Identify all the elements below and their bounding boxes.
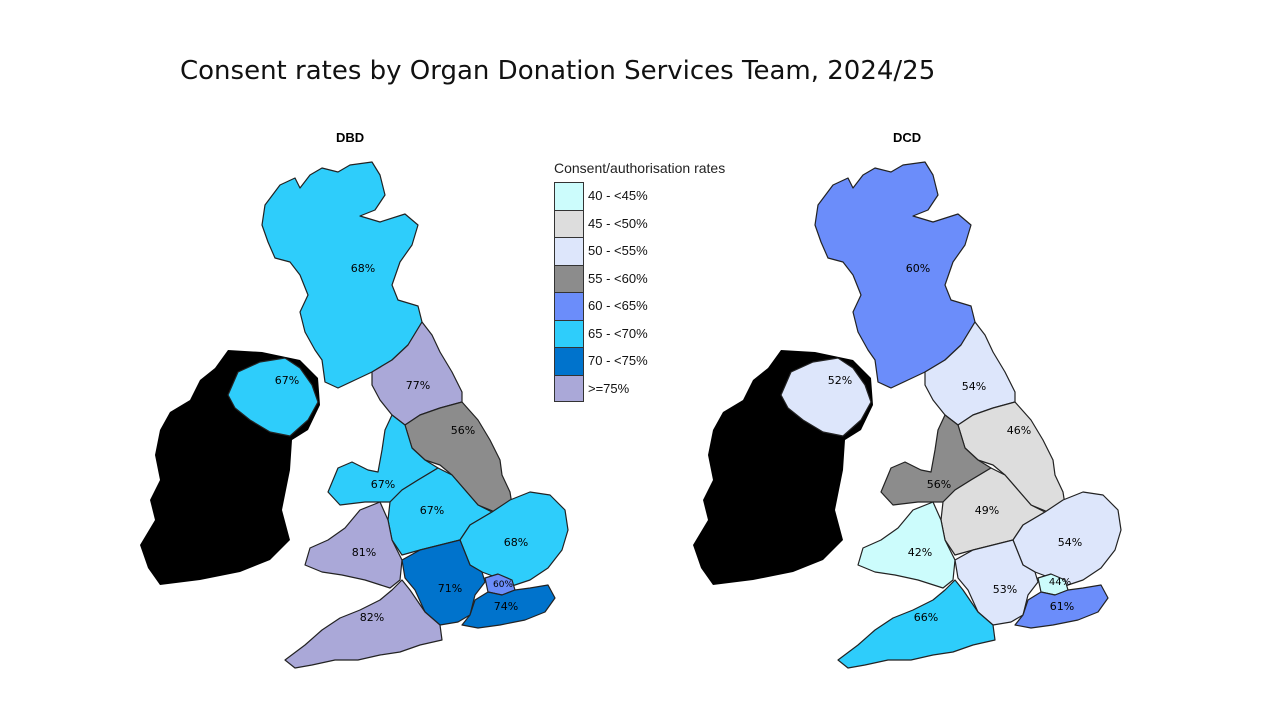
label-north-west: 67%: [371, 478, 395, 491]
legend-title: Consent/authorisation rates: [554, 160, 726, 176]
dcd-map-title: DCD: [893, 130, 922, 145]
label-south-wales: 42%: [908, 546, 932, 559]
region-yorkshire: [404, 401, 513, 513]
label-north-west: 56%: [927, 478, 951, 491]
region-scotland: [814, 161, 976, 389]
region-south-wales: [304, 501, 403, 589]
region-eastern: [1012, 491, 1122, 587]
dbd-labels: 68% 67% 77% 56% 67% 67% 81% 68% 71% 60% …: [275, 262, 528, 624]
legend: Consent/authorisation rates 40 - <45% 45…: [554, 160, 725, 402]
region-south-west: [284, 579, 443, 669]
legend-item: 55 - <60%: [554, 264, 725, 292]
legend-swatch: [554, 347, 584, 375]
legend-label: 70 - <75%: [588, 353, 648, 369]
legend-label: 60 - <65%: [588, 298, 648, 314]
dbd-map: 68% 67% 77% 56% 67% 67% 81% 68% 71% 60% …: [140, 161, 569, 669]
legend-swatch: [554, 292, 584, 320]
region-north-west: [327, 414, 439, 506]
label-south-central: 53%: [993, 583, 1017, 596]
legend-label: 65 - <70%: [588, 325, 648, 341]
region-south-wales: [857, 501, 956, 589]
region-scotland: [261, 161, 423, 389]
legend-item: 65 - <70%: [554, 319, 725, 347]
label-south-central: 71%: [438, 582, 462, 595]
label-north-east: 54%: [962, 380, 986, 393]
region-north-east: [371, 321, 463, 426]
legend-item: 70 - <75%: [554, 347, 725, 375]
legend-item: 45 - <50%: [554, 209, 725, 237]
region-south-east: [1014, 584, 1109, 629]
legend-swatch: [554, 264, 584, 292]
region-yorkshire: [957, 401, 1066, 513]
legend-item: 50 - <55%: [554, 237, 725, 265]
label-south-east: 61%: [1050, 600, 1074, 613]
label-london: 44%: [1049, 577, 1071, 588]
region-north-east: [924, 321, 1016, 426]
region-northern-ireland: [227, 357, 319, 437]
label-eastern: 68%: [504, 536, 528, 549]
label-yorkshire: 46%: [1007, 424, 1031, 437]
legend-swatch: [554, 374, 584, 402]
legend-label: 45 - <50%: [588, 215, 648, 231]
legend-swatch: [554, 182, 584, 210]
region-eastern: [459, 491, 569, 587]
legend-label: 50 - <55%: [588, 243, 648, 259]
legend-label: 40 - <45%: [588, 188, 648, 204]
label-northern-ireland: 67%: [275, 374, 299, 387]
legend-swatch: [554, 319, 584, 347]
label-south-west: 82%: [360, 611, 384, 624]
label-scotland: 60%: [906, 262, 930, 275]
label-northern-ireland: 52%: [828, 374, 852, 387]
label-eastern: 54%: [1058, 536, 1082, 549]
legend-items: 40 - <45% 45 - <50% 50 - <55% 55 - <60% …: [554, 182, 725, 402]
legend-item: 40 - <45%: [554, 182, 725, 210]
dbd-map-title: DBD: [336, 130, 365, 145]
label-yorkshire: 56%: [451, 424, 475, 437]
label-north-east: 77%: [406, 379, 430, 392]
region-north-west: [880, 414, 992, 506]
label-south-wales: 81%: [352, 546, 376, 559]
legend-swatch: [554, 209, 584, 237]
dcd-map: 60% 52% 54% 46% 56% 49% 42% 54% 53% 44% …: [693, 161, 1122, 669]
label-london: 60%: [493, 580, 513, 590]
region-south-central: [401, 539, 486, 626]
region-south-central: [954, 539, 1039, 626]
label-midlands: 67%: [420, 504, 444, 517]
label-midlands: 49%: [975, 504, 999, 517]
legend-item: >=75%: [554, 374, 725, 402]
label-south-west: 66%: [914, 611, 938, 624]
label-scotland: 68%: [351, 262, 375, 275]
slide-title: Consent rates by Organ Donation Services…: [180, 56, 936, 86]
legend-swatch: [554, 237, 584, 265]
region-south-east: [461, 584, 556, 629]
legend-label: >=75%: [588, 380, 630, 396]
dcd-labels: 60% 52% 54% 46% 56% 49% 42% 54% 53% 44% …: [828, 262, 1082, 624]
legend-item: 60 - <65%: [554, 292, 725, 320]
label-south-east: 74%: [494, 600, 518, 613]
legend-label: 55 - <60%: [588, 270, 648, 286]
region-northern-ireland: [780, 357, 872, 437]
region-south-west: [837, 579, 996, 669]
